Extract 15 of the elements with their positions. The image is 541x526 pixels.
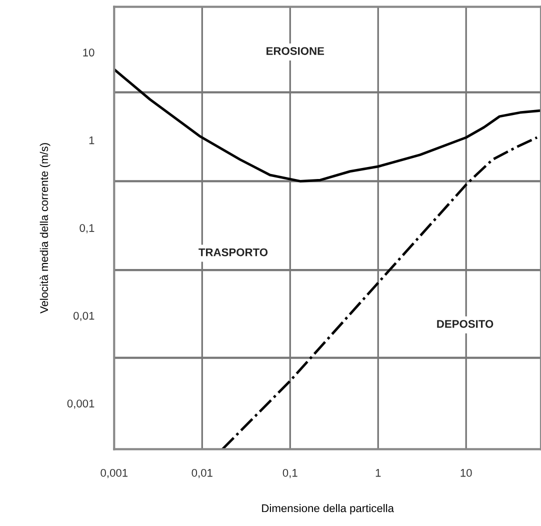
y-tick-label: 1: [89, 136, 94, 144]
y-tick-label: 0,01: [74, 312, 94, 322]
y-tick-label: 0,001: [67, 400, 94, 409]
x-tick-label: 10: [460, 468, 472, 477]
y-tick-label: 10: [83, 48, 94, 56]
y-axis-title: Velocità media della corrente (m/s): [40, 143, 50, 314]
annotation: EROSIONE: [266, 47, 324, 55]
annotation: TRASPORTO: [198, 248, 268, 256]
x-axis-title: Dimensione della particella: [262, 504, 394, 514]
x-tick-label: 0,1: [282, 468, 298, 478]
x-tick-label: 1: [376, 469, 381, 477]
x-tick-label: 0,001: [100, 468, 128, 478]
y-tick-label: 0,1: [80, 224, 94, 234]
x-tick-label: 0,01: [192, 468, 212, 478]
annotation: DEPOSITO: [437, 320, 494, 328]
